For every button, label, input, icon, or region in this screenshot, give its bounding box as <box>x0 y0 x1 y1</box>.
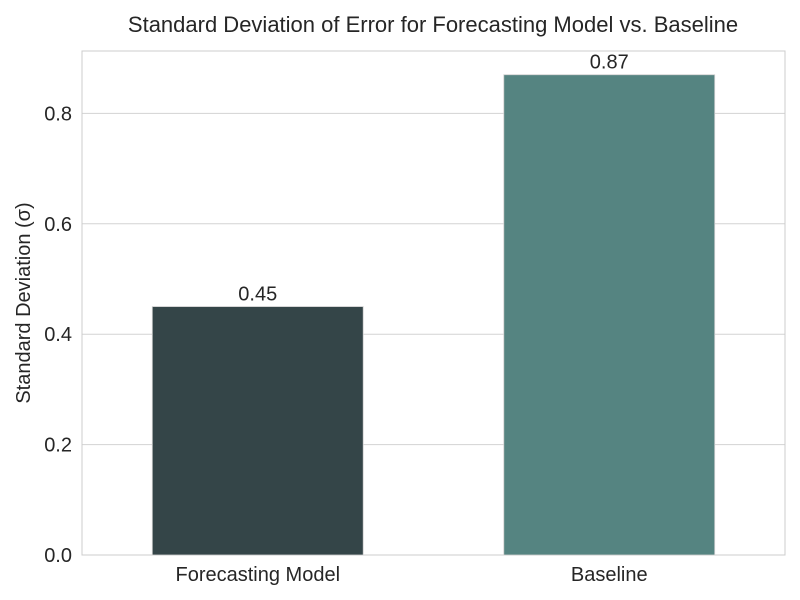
bar-baseline <box>503 74 716 556</box>
x-tick-label: Baseline <box>571 564 648 586</box>
y-tick-label: 0.2 <box>44 435 72 457</box>
bar-forecasting-model <box>151 306 364 556</box>
y-tick-label: 0.0 <box>44 545 72 567</box>
x-axis-ticks: Forecasting Model Baseline <box>175 564 647 586</box>
bars <box>151 74 716 556</box>
plot-area-frame <box>81 50 786 556</box>
y-tick-label: 0.6 <box>44 214 72 236</box>
bar-value-labels: 0.45 0.87 <box>238 52 628 306</box>
y-tick-label: 0.8 <box>44 103 72 125</box>
y-tick-label: 0.4 <box>44 324 72 346</box>
bar-value-label: 0.45 <box>238 284 277 306</box>
bar-value-label: 0.87 <box>590 52 629 74</box>
chart-title: Standard Deviation of Error for Forecast… <box>128 12 738 37</box>
y-axis-label: Standard Deviation (σ) <box>13 202 35 403</box>
y-axis-ticks: 0.0 0.2 0.4 0.6 0.8 <box>44 103 72 567</box>
x-tick-label: Forecasting Model <box>175 564 340 586</box>
